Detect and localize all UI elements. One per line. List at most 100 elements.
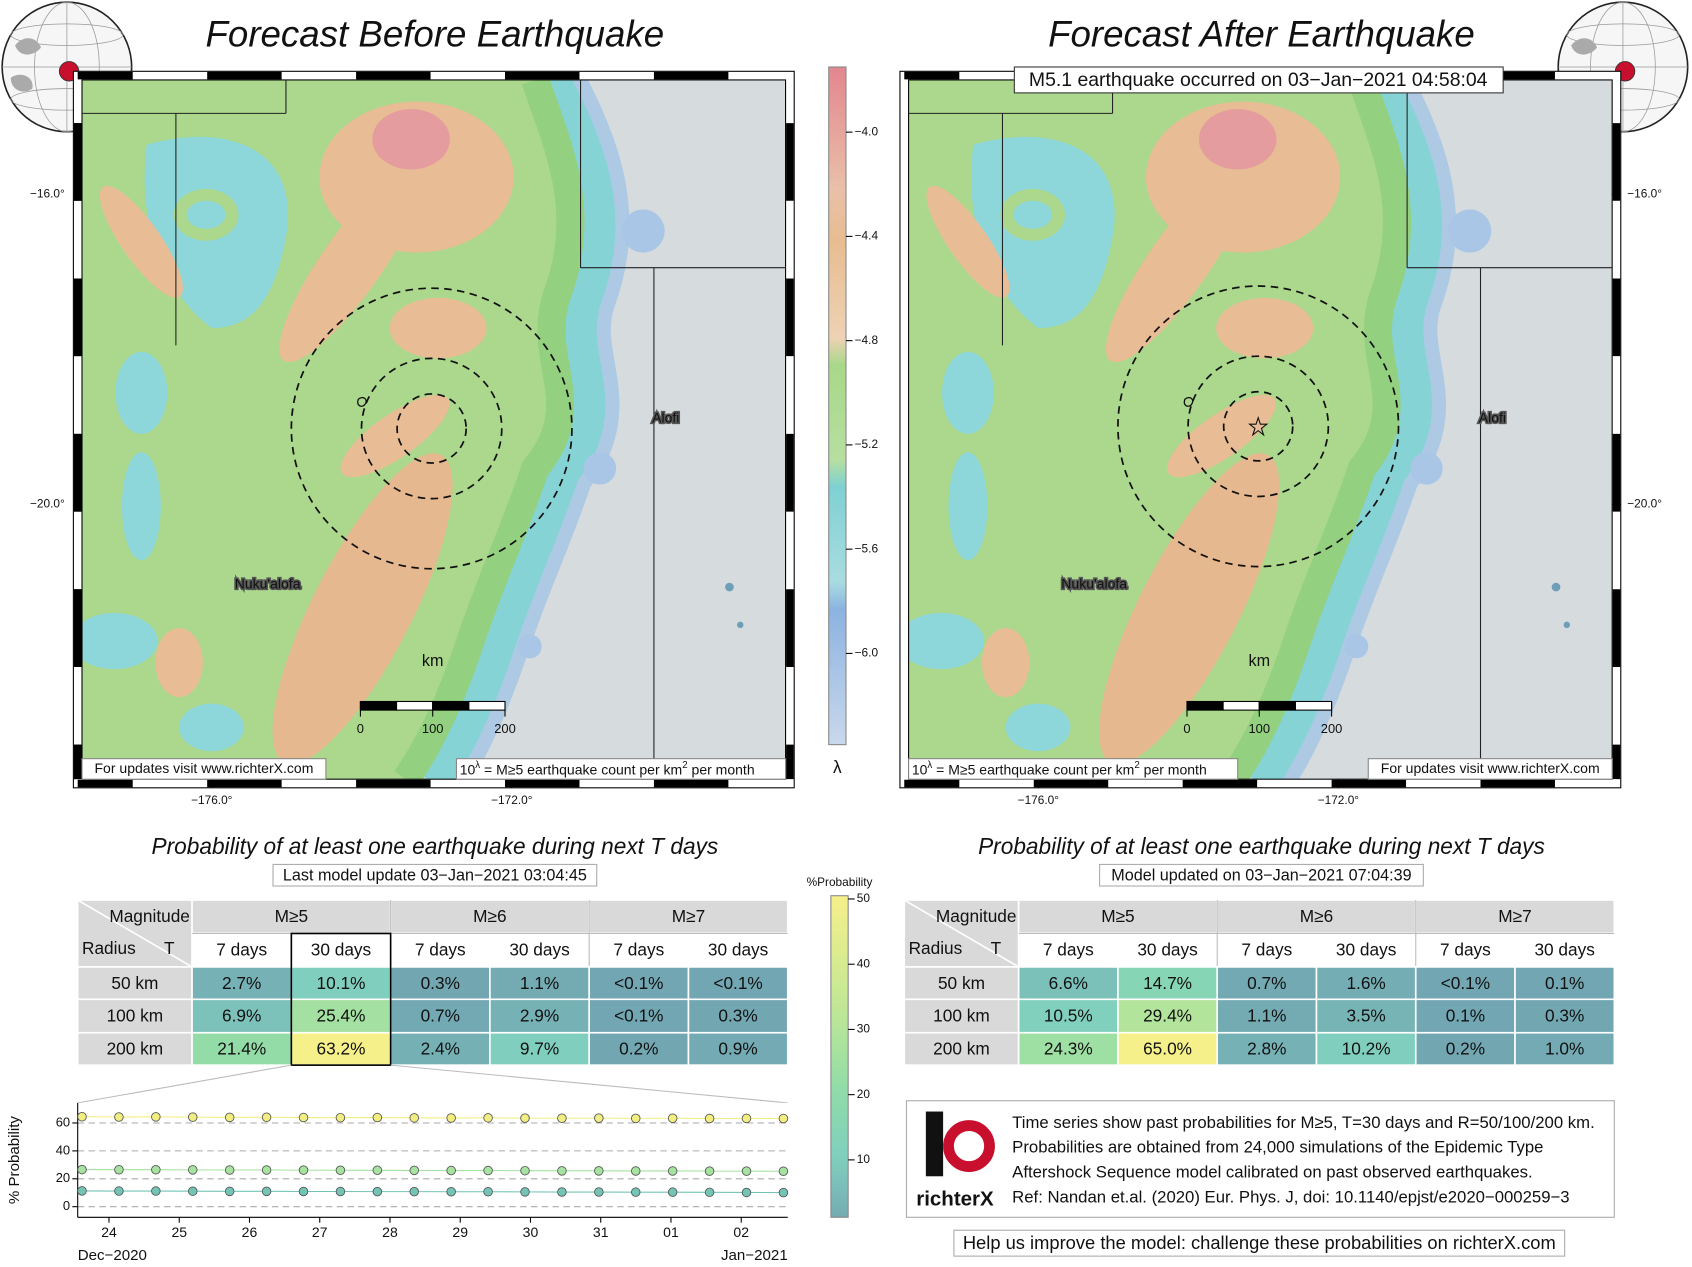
funnel <box>77 1064 292 1104</box>
radius-circle <box>1187 355 1330 498</box>
series-point <box>557 1166 567 1176</box>
update-box <box>272 863 598 887</box>
radius-header: Radius <box>909 938 963 958</box>
call-box <box>953 1229 1566 1257</box>
period-header: 30 days <box>311 939 371 959</box>
y-axis-label: % Probability <box>6 1116 23 1205</box>
series-point <box>224 1112 235 1123</box>
series-point <box>372 1186 383 1197</box>
probability-cell: <0.1% <box>713 973 762 993</box>
probability-cell: 0.9% <box>718 1039 757 1059</box>
t-header: T <box>164 938 175 958</box>
diagonal <box>77 899 193 968</box>
table-cell <box>687 998 789 1034</box>
probability-cell: 1.1% <box>1247 1006 1286 1026</box>
series-point <box>446 1187 456 1197</box>
note-tail: per month <box>1140 761 1207 777</box>
event-label: M5.1 earthquake occurred on 03−Jan−2021 … <box>1029 69 1488 91</box>
map-panel: −16.0° −20.0° −176.0° −172.0° Forecast After… <box>73 13 1662 806</box>
table-cell <box>191 966 293 1001</box>
series-point <box>520 1187 530 1197</box>
series-point <box>77 1164 87 1175</box>
series-point <box>483 1113 493 1123</box>
probability-cell: 10.1% <box>317 973 366 993</box>
series-point <box>667 1187 678 1197</box>
series-point <box>409 1165 420 1176</box>
x-tick-label: 31 <box>593 1224 609 1240</box>
series-point <box>77 1111 87 1122</box>
scale-label: 100 <box>1248 721 1270 736</box>
footer: For updates visit www.richterX.com <box>95 760 314 776</box>
note-base: 10 <box>912 761 928 777</box>
series-point <box>114 1186 124 1196</box>
probability-cell: 2.4% <box>421 1039 460 1059</box>
scale-segment <box>396 700 434 711</box>
x-tick-label: 29 <box>452 1224 468 1240</box>
y-tick-label: 0 <box>63 1198 70 1213</box>
x-tick-label: 28 <box>382 1224 398 1240</box>
period-header: 7 days <box>1043 939 1094 959</box>
event-box <box>1013 66 1504 94</box>
plot-area <box>77 1102 788 1218</box>
series-point <box>335 1112 346 1123</box>
row-label: 200 km <box>933 1039 990 1059</box>
scale-label: 200 <box>494 721 516 736</box>
note-sup: 2 <box>1134 760 1139 771</box>
series-point <box>224 1186 235 1197</box>
magnitude-group: M≥7 <box>1498 906 1531 926</box>
table-cell <box>489 1031 590 1066</box>
logo-one <box>925 1111 944 1177</box>
note-box <box>908 758 1239 780</box>
colorbar-tick-label: −4.8 <box>855 333 879 347</box>
series-line <box>82 1190 784 1194</box>
table-cell <box>687 1031 789 1066</box>
magnitude-group: M≥5 <box>1101 906 1134 926</box>
funnel <box>390 1064 788 1104</box>
radius-circle <box>1117 285 1400 568</box>
table-cell <box>1117 1031 1219 1066</box>
table-cell <box>1017 998 1119 1034</box>
period-header: 7 days <box>415 939 466 959</box>
probability-cell: 1.6% <box>1346 973 1385 993</box>
magnitude-group: M≥6 <box>473 906 506 926</box>
terrain <box>71 80 785 785</box>
table-cell <box>1315 1031 1417 1066</box>
map-title: Forecast After Earthquake <box>1048 13 1475 54</box>
probability-cell: 0.3% <box>718 1006 757 1026</box>
magnitude-header: Magnitude <box>109 906 190 926</box>
row-label: 200 km <box>107 1039 164 1059</box>
x-tick-label: 27 <box>312 1224 328 1240</box>
colorbar-tick-label: 50 <box>857 891 871 905</box>
row-label: 50 km <box>938 973 985 993</box>
x-tick-label: 26 <box>242 1224 258 1240</box>
table-cell <box>687 932 789 968</box>
magnitude-header: Magnitude <box>936 906 1017 926</box>
period-header: 30 days <box>509 939 569 959</box>
series-point <box>261 1186 272 1197</box>
series-point <box>151 1186 161 1196</box>
magnitude-group: M≥6 <box>1300 906 1333 926</box>
lambda-colorbar <box>828 66 847 746</box>
scale-label: 0 <box>1183 721 1190 736</box>
probability-cell: 0.1% <box>1545 973 1584 993</box>
radius-circle <box>290 287 573 570</box>
period-header: 7 days <box>1440 939 1491 959</box>
table-cell <box>76 1031 193 1066</box>
series-point <box>594 1166 604 1176</box>
probability-cell: 3.5% <box>1346 1006 1385 1026</box>
colorbar-tick-label: −5.6 <box>855 541 879 555</box>
call-to-action: Help us improve the model: challenge the… <box>963 1232 1556 1253</box>
probability-cell: 0.1% <box>1446 1006 1485 1026</box>
series-point <box>631 1113 641 1124</box>
colorbar-label: %Probability <box>807 875 873 889</box>
series-point <box>520 1165 530 1176</box>
info-line: Probabilities are obtained from 24,000 s… <box>1012 1138 1543 1157</box>
period-label: Dec−2020 <box>78 1247 147 1264</box>
probability-cell: 1.0% <box>1545 1039 1584 1059</box>
series-point <box>557 1187 567 1197</box>
table-subtitle: Probability of at least one earthquake d… <box>151 833 718 859</box>
scale-segment <box>468 700 506 711</box>
scale-segment <box>1222 700 1260 711</box>
row-label: 100 km <box>107 1006 164 1026</box>
scale-segment <box>1186 700 1224 711</box>
